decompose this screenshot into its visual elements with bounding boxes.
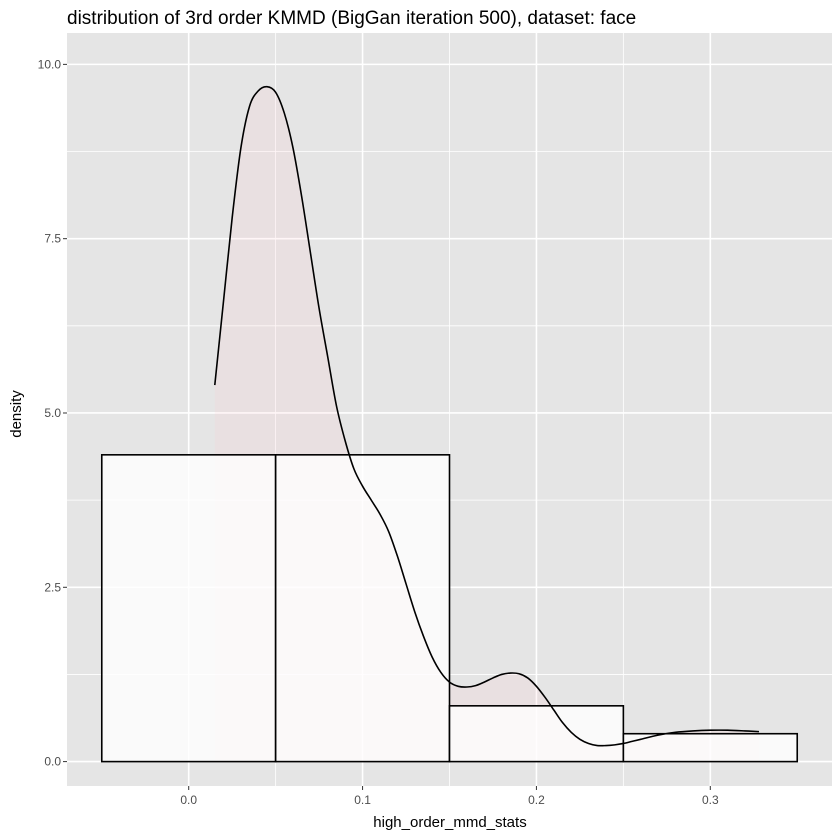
x-tick-label: 0.2 xyxy=(528,793,545,807)
histogram-bar xyxy=(100,454,277,763)
histogram-bar xyxy=(274,454,451,763)
y-tick-label: 0.0 xyxy=(44,755,61,769)
histogram-bar xyxy=(622,732,799,763)
histogram-bars xyxy=(100,454,799,763)
y-axis: 0.0 2.5 5.0 7.5 10.0 xyxy=(38,57,67,769)
y-tick-label: 5.0 xyxy=(44,406,61,420)
x-tick-label: 0.1 xyxy=(354,793,371,807)
histogram-bar xyxy=(448,705,625,763)
y-tick-label: 7.5 xyxy=(44,232,61,246)
y-axis-label: density xyxy=(8,390,25,438)
x-tick-label: 0.0 xyxy=(180,793,197,807)
major-gridlines xyxy=(67,33,832,786)
density-line xyxy=(213,85,760,747)
y-tick-label: 2.5 xyxy=(44,580,61,594)
x-axis: 0.0 0.1 0.2 0.3 xyxy=(180,786,719,807)
x-axis-label: high_order_mmd_stats xyxy=(373,814,526,831)
y-tick-label: 10.0 xyxy=(38,57,62,71)
chart-title: distribution of 3rd order KMMD (BigGan i… xyxy=(67,8,636,29)
x-tick-label: 0.3 xyxy=(702,793,719,807)
